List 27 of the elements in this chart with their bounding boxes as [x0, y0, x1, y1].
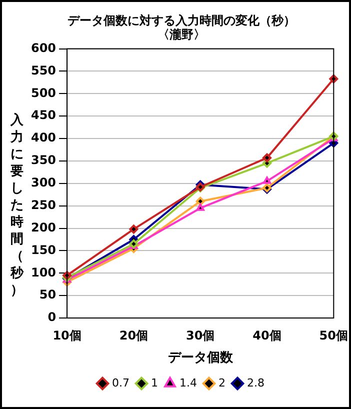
- x-tick-label: 10個: [52, 328, 82, 342]
- y-tick-label: 150: [30, 242, 56, 257]
- legend-label: 1: [151, 376, 158, 390]
- y-tick-label: 400: [30, 130, 56, 145]
- y-tick-label: 550: [30, 63, 56, 78]
- y-tick-label: 50: [39, 288, 56, 302]
- x-tick-label: 20個: [119, 328, 148, 342]
- legend-label: 2: [218, 376, 226, 390]
- text: 入力に要した時間（秒）: [10, 112, 24, 298]
- x-tick-label: 40個: [252, 328, 282, 342]
- y-tick-label: 600: [30, 40, 56, 55]
- y-tick-label: 250: [30, 198, 56, 212]
- y-tick-label: 200: [30, 220, 56, 234]
- legend-label: 0.7: [112, 376, 130, 390]
- chart-subtitle: 〈瀧野〉: [158, 28, 206, 42]
- y-tick-label: 300: [30, 176, 56, 190]
- x-tick-label: 50個: [319, 328, 348, 342]
- legend-label: 2.8: [246, 376, 264, 390]
- y-tick-label: 500: [30, 86, 56, 100]
- x-tick-label: 30個: [186, 328, 215, 342]
- legend-label: 1.4: [180, 376, 198, 390]
- y-tick-label: 350: [30, 153, 56, 168]
- chart-title: データ個数に対する入力時間の変化（秒）: [68, 13, 296, 28]
- y-tick-label: 0: [48, 310, 56, 324]
- y-tick-label: 450: [30, 108, 56, 122]
- x-axis-title: データ個数: [168, 350, 234, 366]
- y-tick-label: 100: [30, 265, 56, 280]
